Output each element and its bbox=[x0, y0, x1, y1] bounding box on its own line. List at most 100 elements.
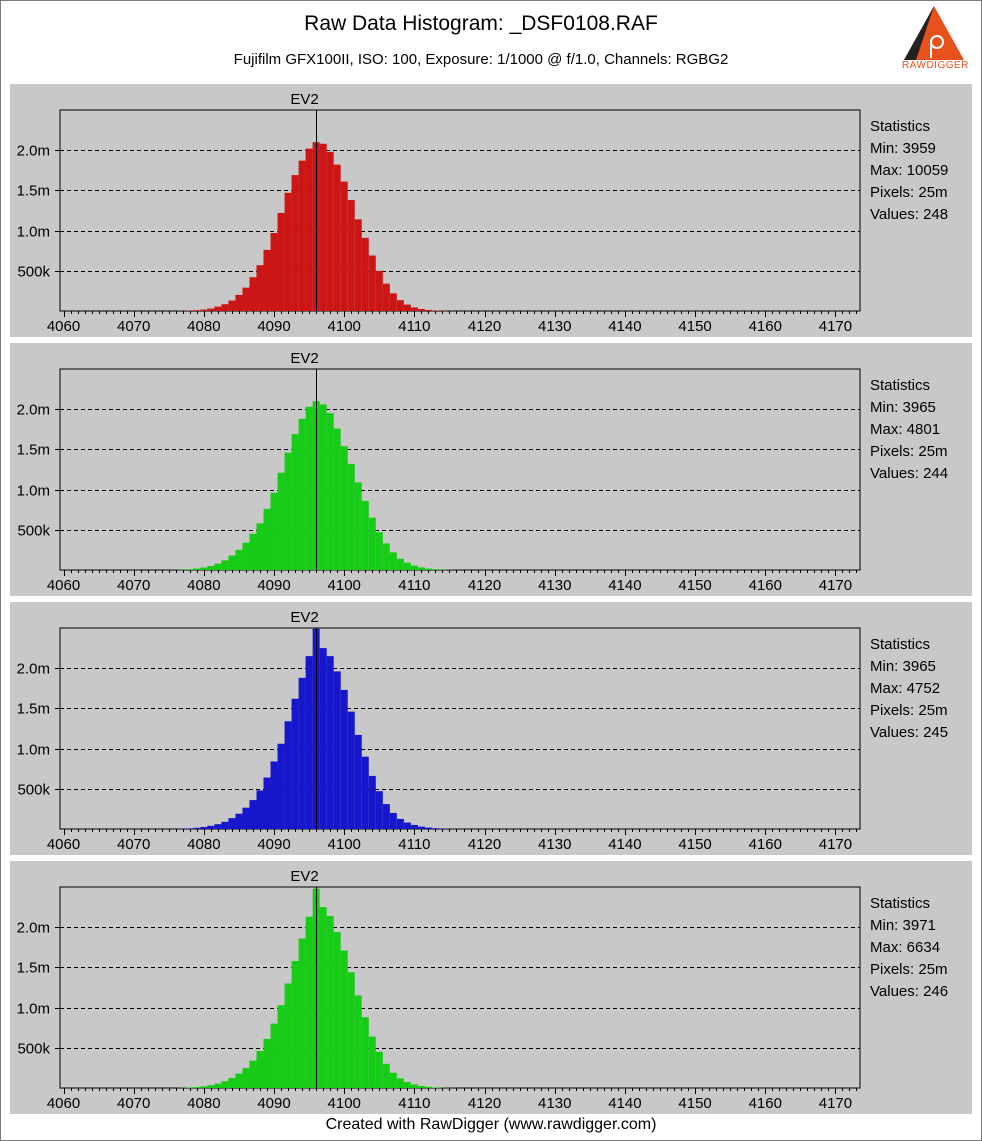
statistics-line: Max: 4801 bbox=[870, 421, 940, 438]
statistics-line: Min: 3959 bbox=[870, 140, 936, 157]
histogram-bar bbox=[333, 428, 341, 570]
histogram-bar bbox=[340, 446, 348, 570]
histogram-bar bbox=[333, 671, 341, 829]
x-tick-label: 4060 bbox=[47, 836, 80, 853]
histogram-bar bbox=[249, 1060, 257, 1088]
histogram-bar bbox=[200, 826, 208, 829]
x-tick-label: 4120 bbox=[468, 1095, 501, 1112]
footer-credit: Created with RawDigger (www.rawdigger.co… bbox=[325, 1116, 657, 1133]
histogram-bar bbox=[396, 300, 404, 311]
histogram-bar bbox=[291, 960, 299, 1088]
histogram-bar bbox=[403, 822, 411, 829]
y-tick-label: 2.0m bbox=[17, 920, 50, 937]
histogram-bar bbox=[389, 1072, 397, 1088]
histogram-bar bbox=[347, 200, 355, 311]
x-tick-label: 4160 bbox=[749, 577, 782, 594]
histogram-bar bbox=[424, 309, 432, 311]
ev-marker-label: EV2 bbox=[290, 868, 318, 885]
histogram-bar bbox=[228, 818, 236, 829]
histogram-bar bbox=[410, 1084, 418, 1088]
histogram-bar bbox=[207, 308, 215, 311]
x-tick-label: 4060 bbox=[47, 1095, 80, 1112]
histogram-bar bbox=[235, 294, 243, 311]
y-tick-label: 500k bbox=[17, 523, 50, 540]
histogram-bar bbox=[375, 270, 383, 311]
histogram-bar bbox=[347, 463, 355, 570]
histogram-bar bbox=[270, 492, 278, 570]
x-tick-label: 4090 bbox=[257, 577, 290, 594]
histogram-bar bbox=[200, 567, 208, 570]
ev-marker-label: EV2 bbox=[290, 91, 318, 108]
histogram-bar bbox=[305, 148, 313, 311]
histogram-bar bbox=[424, 1086, 432, 1088]
y-tick-label: 500k bbox=[17, 264, 50, 281]
x-tick-label: 4170 bbox=[819, 1095, 852, 1112]
statistics-heading: Statistics bbox=[870, 895, 930, 912]
histogram-bar bbox=[249, 277, 257, 311]
histogram-bar bbox=[200, 1086, 208, 1088]
histogram-bar bbox=[235, 1073, 243, 1088]
x-tick-label: 4070 bbox=[117, 577, 150, 594]
histogram-bar bbox=[354, 219, 362, 311]
histogram-bar bbox=[249, 533, 257, 570]
x-tick-label: 4120 bbox=[468, 318, 501, 335]
histogram-bar bbox=[361, 756, 369, 829]
plot-area bbox=[59, 109, 861, 312]
statistics-line: Values: 246 bbox=[870, 983, 948, 1000]
histogram-bar bbox=[284, 192, 292, 311]
x-tick-label: 4100 bbox=[328, 577, 361, 594]
histogram-bar bbox=[214, 824, 222, 829]
histogram-bar bbox=[368, 517, 376, 570]
x-tick-label: 4090 bbox=[257, 318, 290, 335]
y-tick-label: 1.0m bbox=[17, 483, 50, 500]
histogram-bar bbox=[403, 1081, 411, 1088]
histogram-bar bbox=[214, 563, 222, 570]
histogram-bar bbox=[326, 151, 334, 311]
x-tick-label: 4120 bbox=[468, 836, 501, 853]
statistics-line: Max: 6634 bbox=[870, 939, 940, 956]
x-tick-label: 4070 bbox=[117, 1095, 150, 1112]
histogram-bar bbox=[228, 1077, 236, 1088]
histogram-bar bbox=[277, 743, 285, 829]
histogram-bar bbox=[305, 406, 313, 570]
x-tick-label: 4100 bbox=[328, 318, 361, 335]
y-tick-label: 1.0m bbox=[17, 1001, 50, 1018]
x-tick-label: 4080 bbox=[187, 1095, 220, 1112]
histogram-bar bbox=[235, 813, 243, 829]
histogram-bar bbox=[263, 508, 271, 570]
y-tick-label: 1.0m bbox=[17, 742, 50, 759]
histogram-bar bbox=[368, 775, 376, 829]
histogram-bar bbox=[368, 1036, 376, 1088]
histogram-bar bbox=[424, 568, 432, 570]
x-tick-label: 4120 bbox=[468, 577, 501, 594]
y-tick-label: 500k bbox=[17, 782, 50, 799]
histogram-bar bbox=[340, 181, 348, 311]
histogram-bar bbox=[270, 1023, 278, 1088]
histogram-bar bbox=[242, 807, 250, 829]
statistics-line: Max: 4752 bbox=[870, 680, 940, 697]
histogram-bar bbox=[375, 1051, 383, 1088]
histogram-bar bbox=[389, 812, 397, 829]
x-tick-label: 4130 bbox=[538, 1095, 571, 1112]
histogram-bar bbox=[417, 567, 425, 570]
x-tick-label: 4070 bbox=[117, 836, 150, 853]
histogram-bar bbox=[340, 689, 348, 829]
histogram-bar bbox=[417, 308, 425, 311]
histogram-bar bbox=[270, 761, 278, 829]
histogram-bar bbox=[326, 413, 334, 570]
histogram-bar bbox=[396, 818, 404, 829]
statistics-heading: Statistics bbox=[870, 118, 930, 135]
statistics-line: Min: 3971 bbox=[870, 917, 936, 934]
histogram-bar bbox=[256, 790, 264, 829]
histogram-bar bbox=[333, 932, 341, 1088]
x-tick-label: 4170 bbox=[819, 577, 852, 594]
histogram-bar bbox=[326, 656, 334, 829]
histogram-bar bbox=[256, 1051, 264, 1088]
histogram-bar bbox=[291, 698, 299, 829]
statistics-line: Pixels: 25m bbox=[870, 443, 948, 460]
histogram-bar bbox=[326, 915, 334, 1088]
histogram-bar bbox=[410, 307, 418, 311]
histogram-bar bbox=[375, 532, 383, 570]
statistics-heading: Statistics bbox=[870, 377, 930, 394]
